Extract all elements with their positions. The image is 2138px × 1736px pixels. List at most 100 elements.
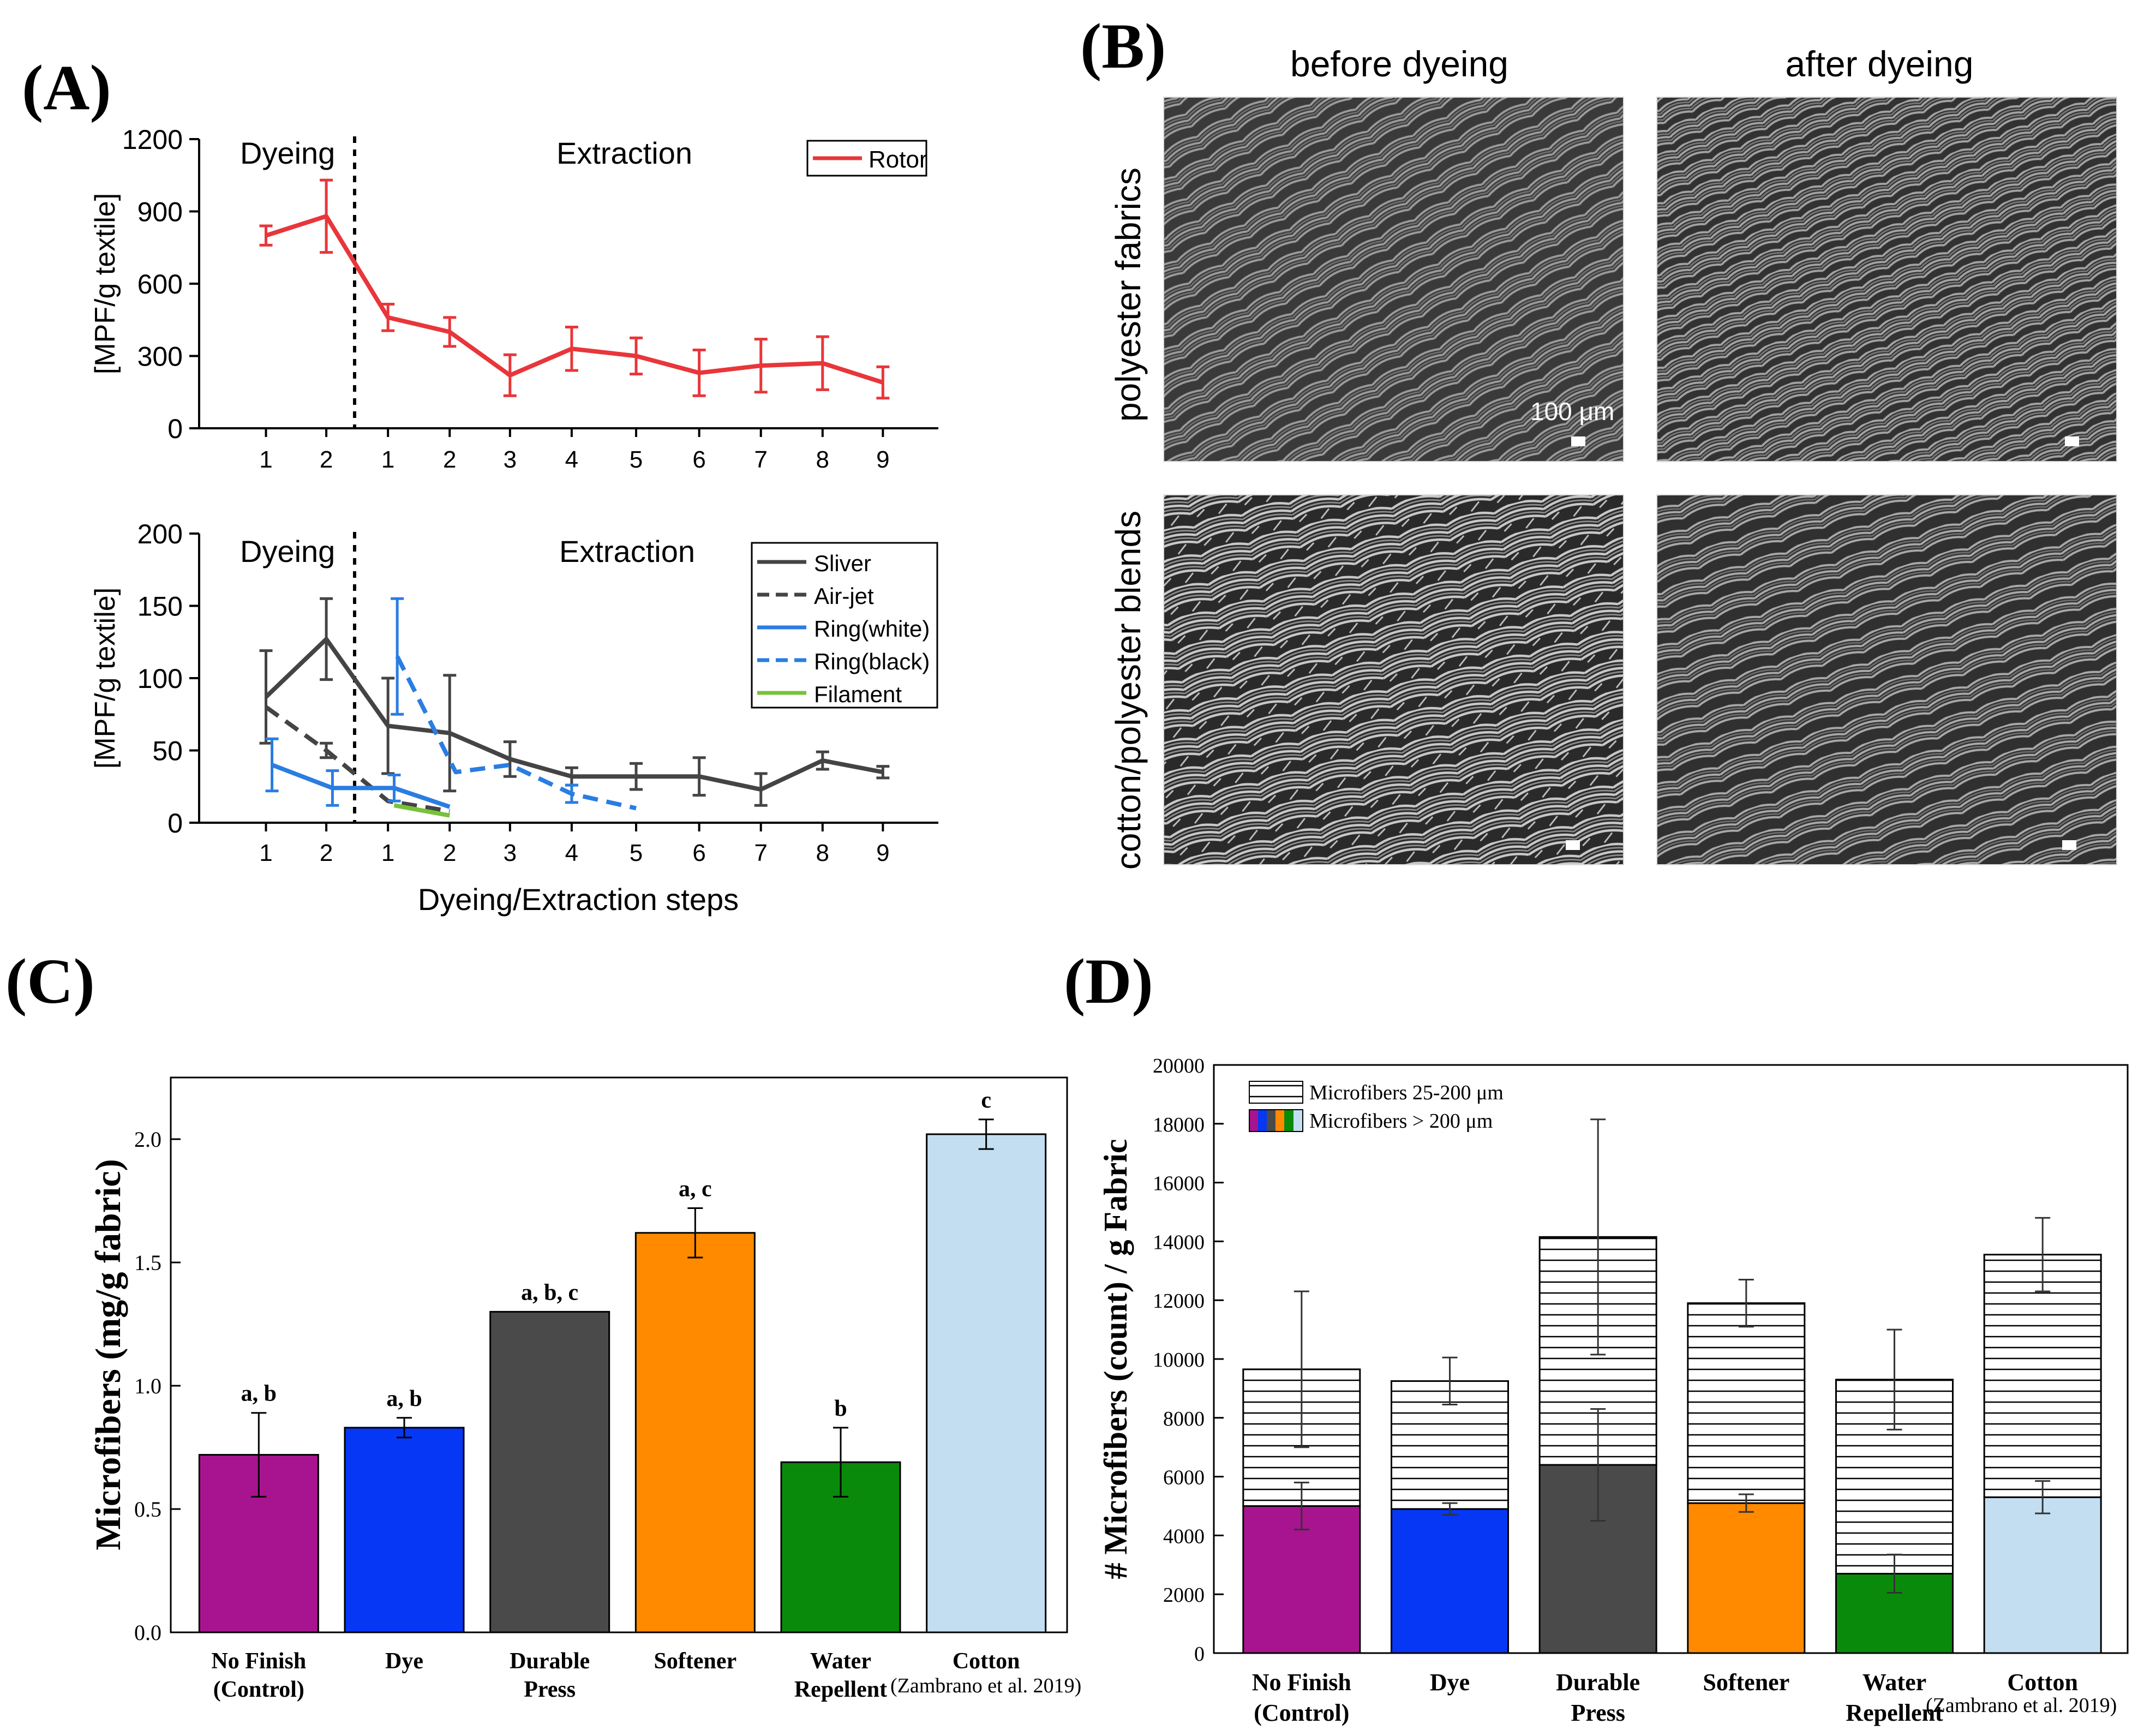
a1-phase-dyeing: Dyeing xyxy=(240,136,335,170)
y-tick-label: 16000 xyxy=(1153,1172,1205,1195)
a2-phase-extraction: Extraction xyxy=(559,534,695,568)
b-col-label-after: after dyeing xyxy=(1786,44,1974,84)
x-tick-label: 9 xyxy=(876,446,889,473)
category-label: (Control) xyxy=(1254,1699,1349,1726)
d-bars-layer xyxy=(1242,1118,2102,1654)
bar xyxy=(344,1427,465,1633)
b-row-label-polyester: polyester fabrics xyxy=(1109,167,1148,422)
y-tick-label: 18000 xyxy=(1153,1114,1205,1136)
scale-bar xyxy=(2065,436,2079,446)
sem-image-polyester-after xyxy=(1656,97,2117,462)
panel-c-chart: Microfibers (mg/g fabric) (Zambrano et a… xyxy=(88,1076,1081,1702)
a2-legend-label-airjet: Air-jet xyxy=(814,583,874,609)
c-y-ticks: 0.0 0.5 1.0 1.5 2.0 xyxy=(134,1127,181,1645)
y-tick-label: 50 xyxy=(152,736,183,767)
y-tick-label: 1.0 xyxy=(134,1374,161,1398)
y-tick-label: 1.5 xyxy=(134,1250,161,1275)
y-tick-label: 0 xyxy=(1194,1643,1205,1666)
category-label: Cotton xyxy=(2007,1669,2078,1696)
y-tick-label: 1200 xyxy=(122,124,183,155)
scale-bar xyxy=(1571,436,1585,446)
c-y-label: Microfibers (mg/g fabric) xyxy=(88,1159,128,1550)
x-tick-label: 2 xyxy=(443,446,456,473)
panel-b-sem-grid: before dyeing after dyeing polyester fab… xyxy=(1109,44,2117,870)
bar-segment-large xyxy=(1391,1508,1509,1654)
d-y-ticks: 0 2000 4000 6000 8000 10000 12000 14000 16000 180… xyxy=(1153,1055,1224,1666)
x-tick-label: 2 xyxy=(320,840,333,866)
bar xyxy=(489,1310,610,1633)
category-label: Repellent xyxy=(794,1677,887,1702)
d-swatch-stripe xyxy=(1249,1110,1258,1132)
category-label: No Finish xyxy=(1252,1669,1351,1696)
category-label: Softener xyxy=(1703,1669,1789,1696)
y-tick-label: 12000 xyxy=(1153,1290,1205,1313)
scale-bar-label: 100 μm xyxy=(1530,397,1614,426)
c-reference-note: (Zambrano et al. 2019) xyxy=(890,1674,1081,1697)
category-label: (Control) xyxy=(213,1677,304,1702)
x-tick-label: 4 xyxy=(565,840,578,866)
x-tick-label: 3 xyxy=(504,446,517,473)
series-line-air-jet xyxy=(265,705,450,813)
x-tick-label: 5 xyxy=(630,840,643,866)
x-tick-label: 2 xyxy=(320,446,333,473)
category-label: Water xyxy=(1862,1669,1926,1696)
x-tick-label: 6 xyxy=(692,840,705,866)
x-tick-label: 7 xyxy=(754,446,767,473)
b-row-label-blend: cotton/polyester blends xyxy=(1109,511,1148,870)
series-line-ring-black- xyxy=(395,655,637,811)
d-y-label: # Microfibers (count) / g Fabric xyxy=(1098,1139,1134,1579)
y-tick-label: 2.0 xyxy=(134,1127,161,1152)
sem-texture xyxy=(1657,495,2117,865)
y-tick-label: 0.0 xyxy=(134,1620,161,1645)
x-tick-label: 5 xyxy=(630,446,643,473)
category-label: Water xyxy=(810,1649,871,1674)
panel-a-bottom-chart: Dyeing Extraction [MPF/g textile] Dyeing… xyxy=(89,519,938,917)
panel-a-top-chart: Dyeing Extraction [MPF/g textile] 030060… xyxy=(89,124,938,473)
sem-frame xyxy=(1656,97,2117,462)
x-tick-label: 8 xyxy=(816,840,829,866)
a2-x-label: Dyeing/Extraction steps xyxy=(418,882,739,917)
panel-label-b: (B) xyxy=(1080,10,1166,82)
a1-y-label: [MPF/g textile] xyxy=(89,193,121,374)
bar-segment-large xyxy=(1983,1496,2102,1654)
sem-texture xyxy=(1164,495,1624,865)
x-tick-label: 1 xyxy=(381,840,394,866)
a2-legend-label-filament: Filament xyxy=(814,681,902,707)
scale-bar xyxy=(1566,840,1580,850)
x-tick-label: 1 xyxy=(259,840,272,866)
sem-frame xyxy=(1163,97,1624,462)
sem-frame xyxy=(1656,494,2117,865)
panel-label-a: (A) xyxy=(22,52,111,123)
a2-legend: Sliver Air-jet Ring(white) Ring(black) F… xyxy=(751,542,938,709)
a2-x-ticks: 1 2 1 2 3 4 5 6 7 8 9 xyxy=(259,823,890,866)
x-tick-label: 7 xyxy=(754,840,767,866)
y-tick-label: 150 xyxy=(137,591,183,622)
panel-d-chart: # Microfibers (count) / g Fabric (Zambra… xyxy=(1098,1055,2129,1726)
bar-segment-small xyxy=(1687,1302,1806,1504)
d-legend-label-small: Microfibers 25-200 μm xyxy=(1309,1081,1504,1104)
significance-letter: a, c xyxy=(679,1177,712,1202)
y-tick-label: 0 xyxy=(167,414,183,444)
d-legend: Microfibers 25-200 μm Microfibers > 200 … xyxy=(1249,1081,1504,1133)
a2-y-label: [MPF/g textile] xyxy=(89,588,121,769)
x-tick-label: 1 xyxy=(259,446,272,473)
sem-texture xyxy=(1657,97,2117,462)
x-tick-label: 9 xyxy=(876,840,889,866)
bar-segment-large xyxy=(1687,1502,1806,1654)
series-line-rotor xyxy=(265,214,884,385)
category-label: No Finish xyxy=(211,1649,306,1674)
panel-label-d: (D) xyxy=(1064,945,1153,1017)
category-label: Dye xyxy=(1430,1669,1470,1696)
a1-series-layer xyxy=(259,178,890,400)
category-label: Repellent xyxy=(1846,1699,1943,1726)
a2-legend-label-ring-white: Ring(white) xyxy=(814,616,930,642)
d-x-labels: No Finish (Control) Dye Durable Press Softene… xyxy=(1252,1669,2078,1726)
category-label: Dye xyxy=(385,1649,423,1674)
sem-image-polyester-before: 100 μm xyxy=(1163,97,1624,462)
significance-letter: b xyxy=(834,1396,847,1421)
significance-letter: a, b, c xyxy=(521,1280,578,1305)
category-label: Press xyxy=(524,1677,576,1702)
a1-y-ticks: 0 300 600 900 1200 xyxy=(122,124,199,444)
c-plot-frame xyxy=(170,1076,1068,1633)
d-swatch-frame xyxy=(1249,1109,1303,1132)
